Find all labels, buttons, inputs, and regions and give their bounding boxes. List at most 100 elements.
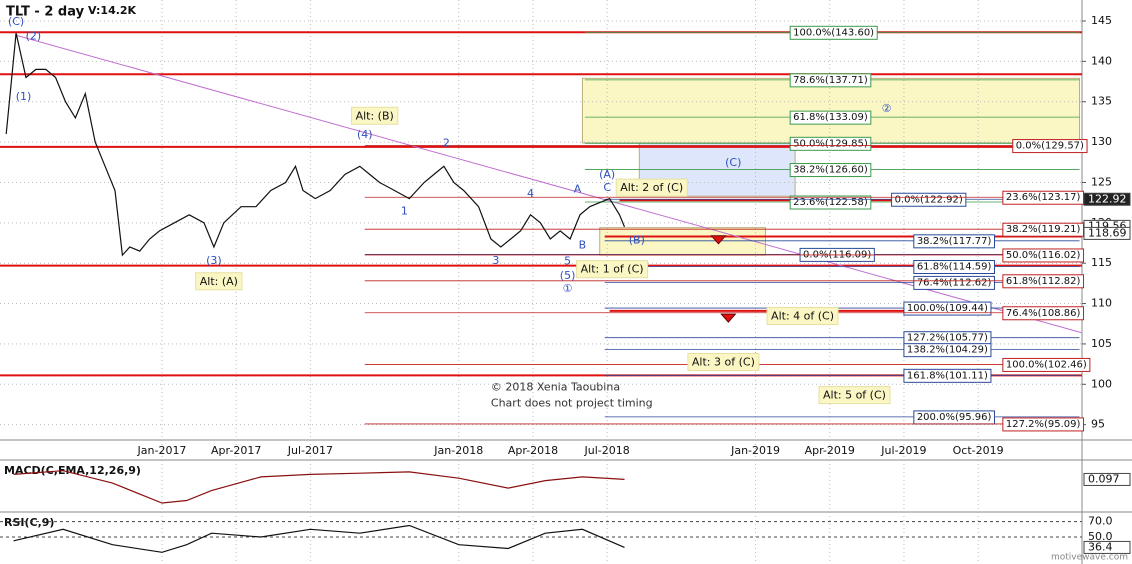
rsi-line — [13, 524, 625, 553]
panel-tag-label: 36.4 — [1088, 540, 1113, 553]
wave-label: C — [603, 181, 611, 194]
note: © 2018 Xenia Taoubina — [491, 381, 620, 394]
y-tick-label: 145 — [1091, 14, 1112, 27]
fib-label: 100.0%(102.46) — [1006, 359, 1087, 370]
fib-label: 0.0%(122.92) — [895, 194, 963, 205]
fib-label: 138.2%(104.29) — [907, 345, 988, 356]
fib-label: 127.2%(95.09) — [1006, 419, 1081, 430]
fib-label: 78.6%(137.71) — [793, 75, 868, 86]
annotation: Alt: 3 of (C) — [692, 355, 755, 368]
y-tick-label: 140 — [1091, 54, 1112, 67]
fib-label: 76.4%(108.86) — [1006, 308, 1081, 319]
wave-label: 2 — [443, 137, 450, 150]
chart-title: TLT - 2 day — [6, 5, 85, 20]
panel-tick-label: 50.0 — [1088, 530, 1113, 543]
fib-label-box — [903, 368, 992, 383]
volume: V:14.2K — [88, 4, 137, 17]
fib-label: 161.8%(101.11) — [907, 370, 988, 381]
y-tick-label: 110 — [1091, 297, 1112, 310]
fib-label: 38.2%(117.77) — [917, 236, 992, 247]
wave-label: ① — [563, 282, 573, 295]
marker — [720, 313, 737, 323]
fib-label-box — [789, 136, 872, 151]
zone — [599, 227, 766, 256]
x-tick-label: Jan-2019 — [730, 444, 780, 457]
y-tick-label: 125 — [1091, 175, 1112, 188]
price-tag — [1083, 226, 1131, 240]
annotation: Alt: 2 of (C) — [620, 181, 683, 194]
fib-label: 50.0%(116.02) — [1006, 250, 1081, 261]
fib-label: 38.2%(126.60) — [793, 165, 868, 176]
y-tick-label: 105 — [1091, 337, 1112, 350]
trendline — [14, 34, 1082, 334]
fib-label: 127.2%(105.77) — [907, 333, 988, 344]
fib-label: 61.8%(112.82) — [1006, 276, 1081, 287]
y-tick-label: 130 — [1091, 135, 1112, 148]
wave-label: (C) — [725, 156, 741, 169]
annotation-box — [351, 106, 399, 125]
panel-tag — [1083, 540, 1131, 554]
macd-label: MACD(C,EMA,12,26,9) — [4, 464, 141, 477]
macd-line — [13, 470, 625, 504]
price-tag-label: 122.92 — [1088, 192, 1127, 205]
fib-label-box — [903, 343, 992, 358]
x-tick-label: Apr-2019 — [805, 444, 855, 457]
fib-label-box — [913, 275, 995, 290]
price-line — [5, 32, 626, 257]
wave-label: 4 — [527, 187, 534, 200]
wave-label: (5) — [560, 269, 576, 282]
fib-label: 200.0%(95.96) — [917, 412, 992, 423]
x-tick-label: Jul-2017 — [287, 444, 333, 457]
wave-label: 1 — [401, 205, 408, 218]
x-tick-label: Jul-2019 — [880, 444, 926, 457]
panel-tag — [1083, 472, 1131, 486]
fib-label: 23.6%(123.17) — [1006, 192, 1081, 203]
fib-label-box — [903, 301, 992, 316]
fib-label: 23.6%(122.58) — [793, 197, 868, 208]
annotation: Alt: (B) — [356, 109, 394, 122]
annotation-box — [818, 386, 891, 405]
axes: 14514013513012512011511010510095Jan-2017… — [137, 14, 1112, 457]
fib-label: 100.0%(143.60) — [793, 27, 874, 38]
y-tick-label: 135 — [1091, 95, 1112, 108]
annotation: Alt: 4 of (C) — [771, 309, 834, 322]
fib-label-box — [789, 25, 878, 40]
y-tick-label: 115 — [1091, 256, 1112, 269]
wave-label: A — [574, 183, 582, 196]
annotation-box — [576, 260, 649, 279]
x-tick-label: Jan-2017 — [137, 444, 187, 457]
panel-tick-label: 70.0 — [1088, 515, 1113, 528]
fib-label: 100.0%(109.44) — [907, 303, 988, 314]
fib-label-box — [1012, 139, 1088, 154]
y-tick-label: 100 — [1091, 377, 1112, 390]
x-tick-label: Apr-2018 — [508, 444, 558, 457]
panel-tag-label: 0.097 — [1088, 472, 1120, 485]
fib-label-box — [1002, 248, 1085, 263]
annotation-box — [615, 178, 688, 197]
fib-label-box — [1002, 274, 1085, 289]
fib-label: 61.8%(114.59) — [917, 262, 992, 273]
wave-label: (2) — [26, 29, 42, 42]
fib-label-box — [913, 234, 995, 249]
fib-label-box — [789, 110, 872, 125]
fib-label: 76.4%(112.62) — [917, 277, 992, 288]
price-tag — [1083, 192, 1131, 206]
watermark: motivewave.com — [1051, 553, 1128, 563]
fib-label: 50.0%(129.85) — [793, 138, 868, 149]
fib-label: 0.0%(129.57) — [1016, 141, 1084, 152]
zone — [581, 77, 1081, 144]
marker — [710, 235, 727, 245]
fib-label: 61.8%(133.09) — [793, 112, 868, 123]
wave-label: (A) — [599, 168, 615, 181]
wave-label: (B) — [629, 234, 645, 247]
x-tick-label: Oct-2019 — [953, 444, 1004, 457]
annotation-box — [687, 352, 760, 371]
fib-label-box — [891, 192, 967, 207]
price-tag-label: 118.69 — [1088, 226, 1127, 239]
fib-label-box — [913, 260, 995, 275]
note: Chart does not project timing — [491, 397, 653, 410]
annotation-box — [195, 272, 243, 291]
wave-label: 3 — [492, 254, 499, 267]
wave-label: ② — [882, 102, 892, 115]
